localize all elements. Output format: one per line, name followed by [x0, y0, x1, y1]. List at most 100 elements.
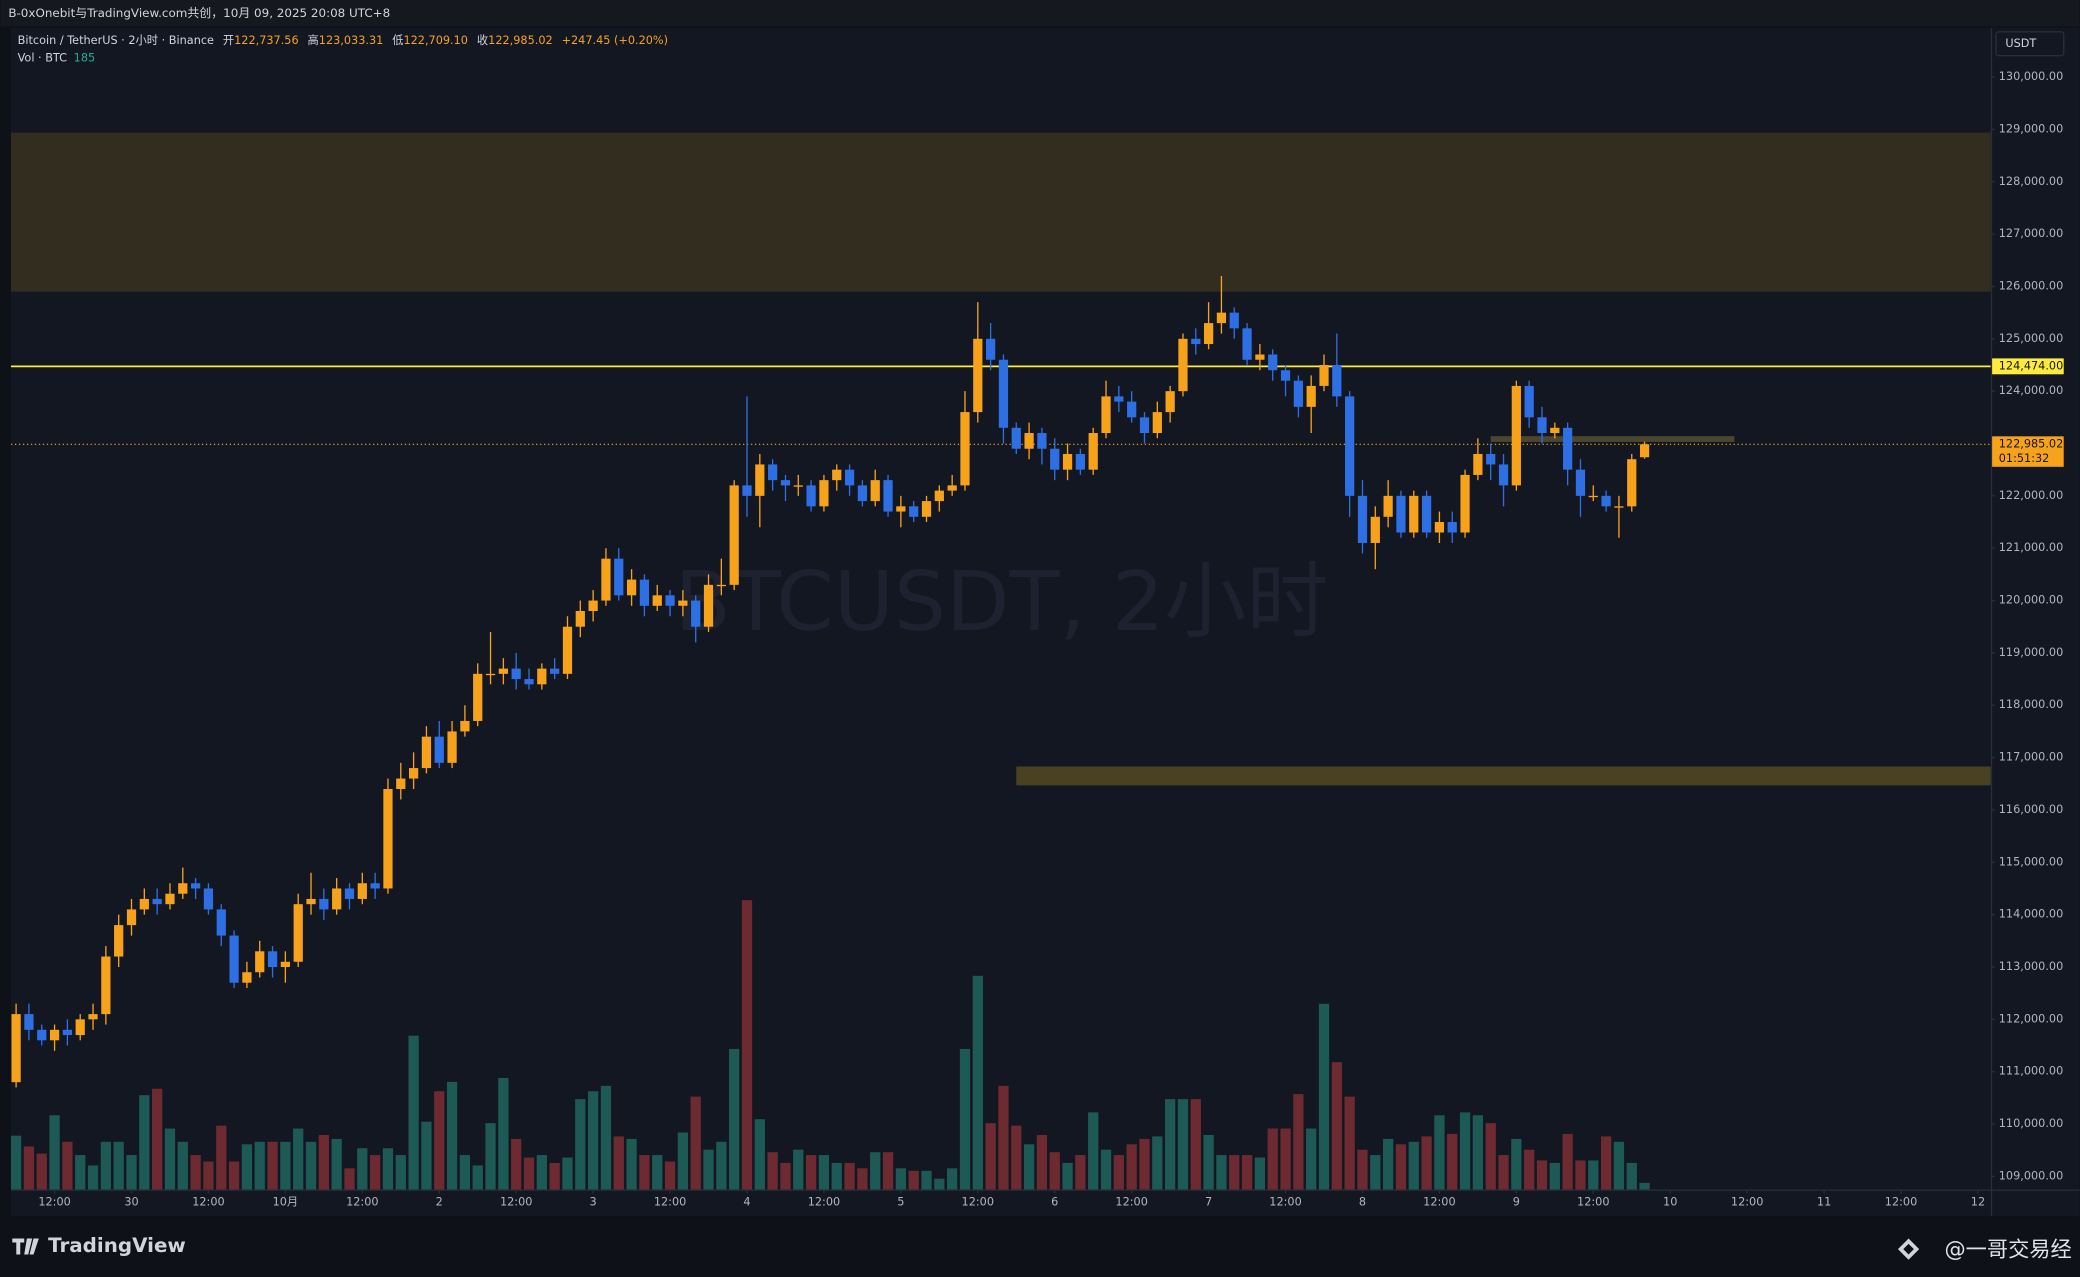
legend-value: 123,033.31 [319, 34, 384, 47]
candle-body [1473, 453, 1483, 475]
volume-bar [228, 1161, 240, 1190]
candle-body [178, 883, 188, 894]
candle-body [460, 720, 470, 732]
volume-bar [1075, 1155, 1086, 1190]
x-tick-label: 7 [1205, 1196, 1212, 1209]
volume-bar [870, 1152, 881, 1190]
volume-bar [1113, 1155, 1124, 1190]
volume-bar [1549, 1162, 1560, 1190]
candle-body [62, 1029, 73, 1036]
candle-body [703, 584, 714, 627]
volume-bar [1575, 1160, 1586, 1190]
candle-body [101, 956, 111, 1015]
volume-bar [1241, 1155, 1253, 1190]
y-tick-label: 109,000.00 [1999, 1169, 2064, 1182]
volume-bar [613, 1136, 624, 1190]
volume-bar [549, 1162, 560, 1190]
x-tick-label: 8 [1359, 1196, 1366, 1209]
x-tick-label: 12:00 [192, 1196, 224, 1209]
candle-body [665, 595, 675, 606]
y-tick-label: 110,000.00 [1999, 1117, 2064, 1130]
candle-body [511, 668, 521, 680]
candle-body [229, 935, 239, 983]
volume-bar [126, 1155, 137, 1190]
candle-body [1447, 522, 1457, 533]
volume-bar [446, 1081, 458, 1190]
candle-body [562, 626, 573, 674]
volume-bar [1216, 1155, 1227, 1190]
candle-body [88, 1014, 98, 1020]
volume-bar [536, 1155, 547, 1190]
candle-body [1421, 495, 1432, 533]
volume-bar [1165, 1099, 1176, 1190]
volume-bar [408, 1035, 419, 1190]
candle-body [806, 485, 816, 507]
candle-body [1345, 396, 1355, 496]
zone [1490, 436, 1735, 442]
candle-body [1191, 338, 1201, 345]
volume-bar [652, 1155, 663, 1190]
volume-bar [254, 1141, 265, 1190]
candle-body [1306, 385, 1316, 407]
volume-bar [318, 1134, 329, 1190]
candle-body [216, 909, 226, 936]
volume-bar [1293, 1094, 1304, 1190]
y-tick-label: 114,000.00 [1999, 908, 2064, 921]
volume-bar [934, 1178, 945, 1190]
top-bar [0, 0, 2080, 27]
volume-bar [267, 1141, 278, 1190]
y-tick-label: 128,000.00 [1999, 175, 2064, 188]
candle-body [255, 951, 265, 973]
volume-bar [1395, 1144, 1407, 1190]
price-scale [1990, 27, 2080, 1217]
candle-body [293, 904, 303, 962]
y-tick-label: 130,000.00 [1999, 70, 2064, 83]
volume-bar [75, 1155, 86, 1190]
last-price-label: 122,985.02 [1999, 437, 2064, 450]
candle-body [1293, 380, 1303, 407]
volume-bar [1229, 1155, 1240, 1190]
volume-bar [1434, 1115, 1445, 1190]
volume-bar [1100, 1149, 1112, 1190]
volume-value: 185 [74, 51, 96, 64]
volume-bar [1524, 1149, 1535, 1190]
plot [10, 132, 1991, 1190]
x-tick-label: 11 [1817, 1196, 1831, 1209]
candle-body [537, 668, 547, 685]
volume-bar [485, 1123, 496, 1190]
volume-bar [690, 1096, 701, 1190]
candle-body [1280, 370, 1291, 381]
candle-body [126, 909, 137, 926]
volume-bar [1280, 1128, 1291, 1190]
volume-bar [703, 1149, 714, 1190]
y-tick-label: 121,000.00 [1999, 541, 2064, 554]
volume-bar [1190, 1099, 1201, 1190]
candle-body [319, 898, 329, 910]
volume-bar [895, 1168, 906, 1190]
volume-bar [459, 1155, 471, 1190]
candle-body [678, 600, 688, 606]
candle-body [1050, 448, 1060, 470]
candle-body [1537, 417, 1547, 434]
candle-body [1357, 495, 1368, 543]
legend-value: 122,709.10 [403, 34, 468, 47]
last-price-label-bg [1992, 436, 2064, 467]
volume-bar [626, 1138, 637, 1190]
volume-bar [767, 1152, 778, 1190]
x-tick-label: 12:00 [1577, 1196, 1609, 1209]
candle-body [947, 485, 957, 491]
currency: USDT [2005, 37, 2036, 50]
volume-bar [139, 1095, 150, 1190]
candle-body [742, 485, 752, 496]
volume-bar [23, 1146, 35, 1190]
y-tick-label: 129,000.00 [1999, 122, 2064, 135]
candle-body [49, 1029, 60, 1041]
candle-body [332, 888, 342, 910]
candle-body [1588, 495, 1598, 498]
volume-bar [1152, 1136, 1163, 1190]
volume-bar [959, 1048, 971, 1190]
volume-bar [729, 1048, 740, 1190]
volume-bar [177, 1141, 188, 1190]
x-tick-label: 6 [1051, 1196, 1058, 1209]
